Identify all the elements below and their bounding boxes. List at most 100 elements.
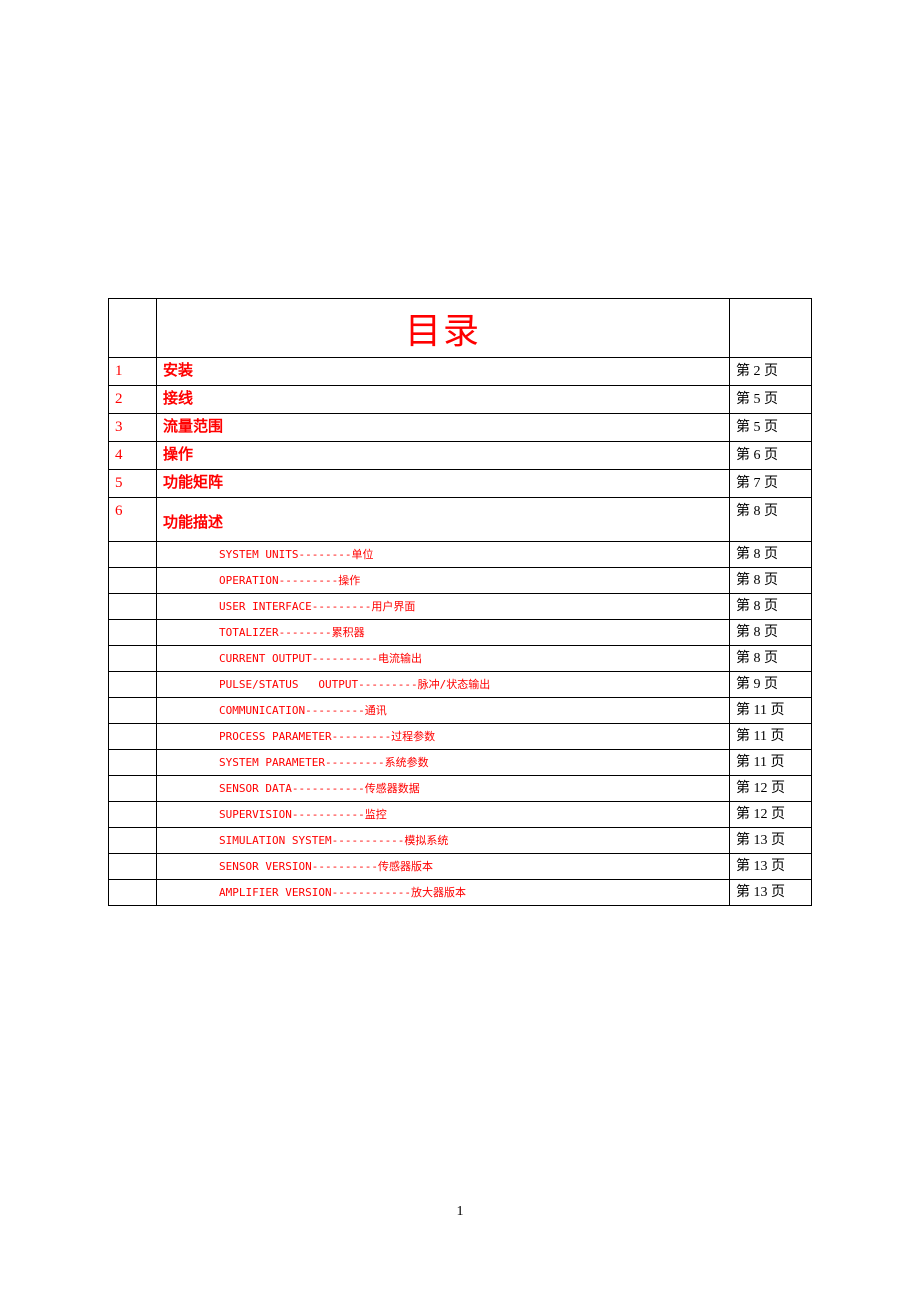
sub-page: 第 8 页 [736,625,778,640]
section-num-cell: 5 [109,470,157,498]
section-page-cell: 第 7 页 [730,470,812,498]
sub-page-cell: 第 13 页 [730,854,812,880]
sub-page: 第 13 页 [736,833,785,848]
sub-text: OPERATION---------操作 [163,572,360,590]
section-num-cell: 3 [109,414,157,442]
section-num-cell: 1 [109,358,157,386]
sub-row: AMPLIFIER VERSION------------放大器版本 第 13 … [109,880,812,906]
section-name: 流量范围 [163,419,223,435]
section-page: 第 5 页 [736,392,778,407]
section-num: 6 [115,503,123,519]
section-name-cell: 功能矩阵 [157,470,730,498]
sub-page: 第 8 页 [736,573,778,588]
sub-page: 第 11 页 [736,755,784,770]
sub-row: SYSTEM UNITS--------单位 第 8 页 [109,542,812,568]
sub-text: CURRENT OUTPUT----------电流输出 [163,650,422,668]
sub-text: SUPERVISION-----------监控 [163,806,387,824]
section-page: 第 6 页 [736,448,778,463]
sub-text: SENSOR DATA-----------传感器数据 [163,780,420,798]
sub-text: AMPLIFIER VERSION------------放大器版本 [163,884,466,902]
section-num: 5 [115,475,123,491]
sub-row: SUPERVISION-----------监控 第 12 页 [109,802,812,828]
sub-page-cell: 第 11 页 [730,750,812,776]
section-num-cell: 6 [109,498,157,542]
title-page-cell [730,299,812,358]
section-page-cell: 第 5 页 [730,414,812,442]
sub-page: 第 8 页 [736,599,778,614]
sub-page: 第 12 页 [736,781,785,796]
sub-row: SIMULATION SYSTEM-----------模拟系统 第 13 页 [109,828,812,854]
sub-text-cell: SUPERVISION-----------监控 [157,802,730,828]
section-row: 6 功能描述 第 8 页 [109,498,812,542]
sub-page-cell: 第 8 页 [730,594,812,620]
sub-page-cell: 第 9 页 [730,672,812,698]
section-num: 4 [115,447,123,463]
sub-text-cell: AMPLIFIER VERSION------------放大器版本 [157,880,730,906]
sub-page-cell: 第 13 页 [730,880,812,906]
section-num: 3 [115,419,123,435]
sub-text: COMMUNICATION---------通讯 [163,702,387,720]
sub-num-cell [109,802,157,828]
sub-page: 第 11 页 [736,703,784,718]
sub-row: COMMUNICATION---------通讯 第 11 页 [109,698,812,724]
sub-num-cell [109,646,157,672]
sub-num-cell [109,750,157,776]
sub-row: TOTALIZER--------累积器 第 8 页 [109,620,812,646]
sub-row: OPERATION---------操作 第 8 页 [109,568,812,594]
sub-text-cell: OPERATION---------操作 [157,568,730,594]
section-name-cell: 功能描述 [157,498,730,542]
title-num-cell [109,299,157,358]
sub-text: TOTALIZER--------累积器 [163,624,365,642]
sub-num-cell [109,542,157,568]
sub-page-cell: 第 8 页 [730,646,812,672]
section-name-cell: 流量范围 [157,414,730,442]
sub-text: SENSOR VERSION----------传感器版本 [163,858,433,876]
section-page-cell: 第 8 页 [730,498,812,542]
sub-page: 第 8 页 [736,547,778,562]
section-page-cell: 第 5 页 [730,386,812,414]
sub-row: CURRENT OUTPUT----------电流输出 第 8 页 [109,646,812,672]
section-row: 3 流量范围 第 5 页 [109,414,812,442]
sub-page: 第 13 页 [736,859,785,874]
sub-row: USER INTERFACE---------用户界面 第 8 页 [109,594,812,620]
section-page: 第 7 页 [736,476,778,491]
sub-num-cell [109,776,157,802]
toc-tbody: 目录 1 安装 第 2 页 2 接线 第 5 页 3 流量范围 第 5 页 4 … [109,299,812,906]
sub-text-cell: SYSTEM PARAMETER---------系统参数 [157,750,730,776]
sub-text-cell: TOTALIZER--------累积器 [157,620,730,646]
sub-page: 第 12 页 [736,807,785,822]
section-name: 接线 [163,391,193,407]
sub-text-cell: CURRENT OUTPUT----------电流输出 [157,646,730,672]
sub-text: SIMULATION SYSTEM-----------模拟系统 [163,832,448,850]
section-num: 1 [115,363,123,379]
section-row: 4 操作 第 6 页 [109,442,812,470]
sub-row: PULSE/STATUS OUTPUT---------脉冲/状态输出 第 9 … [109,672,812,698]
sub-page: 第 9 页 [736,677,778,692]
sub-num-cell [109,698,157,724]
section-page: 第 8 页 [736,504,778,519]
page-number: 1 [0,1204,920,1220]
sub-num-cell [109,724,157,750]
sub-page-cell: 第 12 页 [730,776,812,802]
sub-row: SENSOR VERSION----------传感器版本 第 13 页 [109,854,812,880]
sub-text-cell: SIMULATION SYSTEM-----------模拟系统 [157,828,730,854]
sub-page-cell: 第 11 页 [730,698,812,724]
sub-text: SYSTEM PARAMETER---------系统参数 [163,754,429,772]
section-num-cell: 2 [109,386,157,414]
sub-row: SENSOR DATA-----------传感器数据 第 12 页 [109,776,812,802]
sub-page-cell: 第 8 页 [730,620,812,646]
sub-page-cell: 第 8 页 [730,568,812,594]
sub-row: SYSTEM PARAMETER---------系统参数 第 11 页 [109,750,812,776]
section-name-cell: 接线 [157,386,730,414]
sub-text-cell: COMMUNICATION---------通讯 [157,698,730,724]
sub-num-cell [109,620,157,646]
sub-page: 第 13 页 [736,885,785,900]
sub-text: USER INTERFACE---------用户界面 [163,598,415,616]
sub-page-cell: 第 11 页 [730,724,812,750]
section-page: 第 5 页 [736,420,778,435]
sub-text-cell: SYSTEM UNITS--------单位 [157,542,730,568]
sub-num-cell [109,828,157,854]
section-name-cell: 操作 [157,442,730,470]
section-row: 1 安装 第 2 页 [109,358,812,386]
section-page-cell: 第 6 页 [730,442,812,470]
